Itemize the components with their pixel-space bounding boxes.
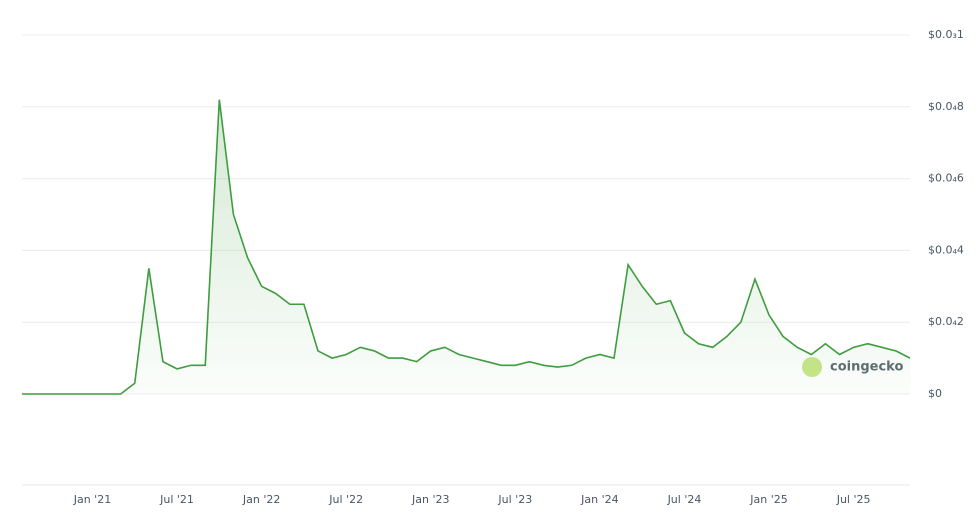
y-tick-label: $0.0₄2 xyxy=(928,315,964,328)
x-tick-label: Jul '22 xyxy=(328,493,363,506)
x-tick-label: Jan '21 xyxy=(73,493,111,506)
x-tick-label: Jul '24 xyxy=(667,493,702,506)
x-tick-label: Jan '22 xyxy=(242,493,280,506)
x-tick-label: Jul '21 xyxy=(159,493,194,506)
x-tick-label: Jan '24 xyxy=(580,493,618,506)
y-tick-label: $0.0₄6 xyxy=(928,172,964,185)
x-tick-label: Jan '25 xyxy=(749,493,787,506)
x-tick-label: Jul '23 xyxy=(497,493,532,506)
y-tick-label: $0.0₄4 xyxy=(928,243,964,256)
y-tick-label: $0.0₃1 xyxy=(928,28,964,41)
price-line xyxy=(22,99,911,395)
area xyxy=(22,99,910,395)
x-tick-label: Jul '25 xyxy=(836,493,871,506)
y-tick-label: $0.0₄8 xyxy=(928,100,964,113)
y-tick-label: $0 xyxy=(928,387,942,400)
x-tick-label: Jan '23 xyxy=(411,493,449,506)
